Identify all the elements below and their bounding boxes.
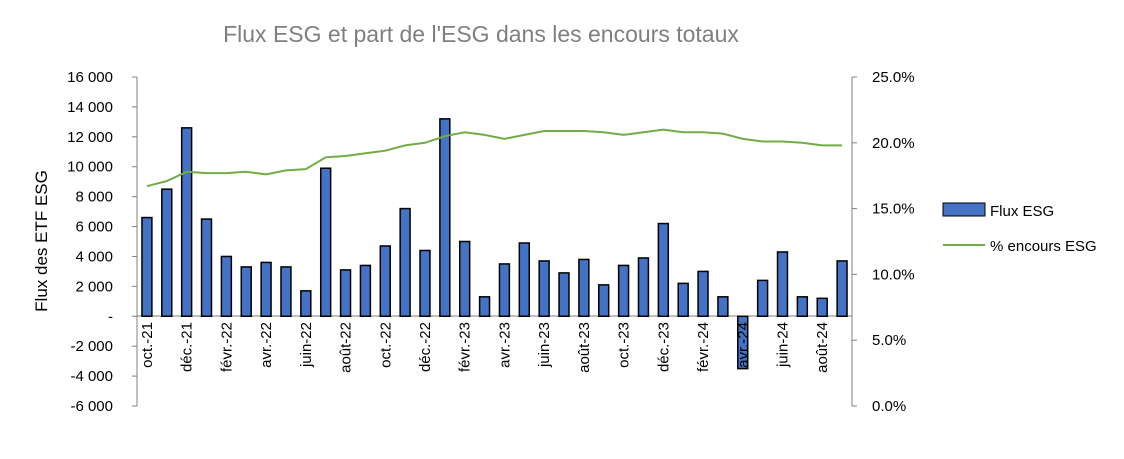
right-tick-label: 15.0% (872, 201, 915, 218)
bar-juin-22 (300, 290, 312, 318)
bar-janv.-23 (439, 118, 451, 318)
left-tick-label: 14 000 (67, 99, 113, 116)
x-tick-label: avr.-23 (496, 322, 513, 368)
x-tick-label: oct.-23 (616, 322, 633, 368)
left-tick-label: 10 000 (67, 159, 113, 176)
x-tick-label: déc.-21 (179, 322, 196, 372)
bar-juil.-22 (319, 167, 332, 318)
legend-label-encours-esg: % encours ESG (990, 238, 1097, 255)
bar-sept.-23 (598, 284, 610, 318)
x-tick-label: oct.-21 (139, 322, 156, 368)
x-tick-label: févr.-23 (457, 322, 474, 372)
legend-swatch-flux-esg (942, 202, 986, 217)
left-tick-label: 16 000 (67, 69, 113, 86)
bar-avr.-23 (498, 263, 511, 318)
left-tick-label: 4 000 (75, 248, 113, 265)
x-tick-label: août-24 (814, 322, 831, 373)
bar-mars-23 (478, 296, 491, 318)
bar-févr.-24 (697, 270, 709, 318)
right-axis-ticks: 0.0% 5.0% 10.0% 15.0% 20.0% 25.0% (852, 69, 915, 415)
plot-area (136, 77, 853, 406)
bar-juil.-24 (796, 296, 809, 318)
right-tick-label: 5.0% (872, 332, 906, 349)
bar-août-24 (816, 297, 828, 318)
right-tick-label: 10.0% (872, 266, 915, 283)
bar-févr.-23 (458, 240, 471, 318)
bar-mai-23 (518, 242, 531, 318)
x-tick-label: juin-23 (536, 322, 553, 368)
bar-mai-22 (280, 266, 292, 318)
line-encours-esg (146, 128, 843, 188)
x-tick-label: août-22 (338, 322, 355, 373)
x-axis-labels: oct.-21 déc.-21 févr.-22 avr.-22 juin-22 août… (139, 322, 831, 373)
bar-series (141, 118, 848, 370)
x-tick-label: déc.-23 (655, 322, 672, 372)
x-tick-label: août-23 (576, 322, 593, 373)
legend-label-flux-esg: Flux ESG (990, 203, 1054, 220)
left-tick-label: -6 000 (70, 398, 113, 415)
bar-avr.-22 (260, 261, 272, 318)
bar-nov.-21 (161, 188, 173, 318)
bar-août-22 (339, 269, 352, 318)
chart-title: Flux ESG et part de l'ESG dans les encou… (223, 21, 739, 47)
bar-avr.-24 (737, 315, 749, 370)
bar-oct.-23 (617, 264, 630, 318)
bar-mars-24 (717, 296, 729, 318)
bar-déc.-23 (657, 222, 670, 318)
bar-déc.-21 (180, 127, 193, 318)
left-tick-label: 6 000 (75, 219, 113, 236)
left-tick-label: -4 000 (70, 368, 113, 385)
bar-mai-24 (756, 279, 769, 318)
left-tick-label: 2 000 (75, 278, 113, 295)
line-series (146, 128, 843, 188)
x-tick-label: févr.-22 (218, 322, 235, 372)
bar-août-23 (578, 258, 590, 318)
x-tick-label: déc.-22 (417, 322, 434, 372)
y-axis-label: Flux des ETF ESG (32, 170, 51, 312)
bar-déc.-22 (419, 249, 431, 318)
x-tick-label: juin-22 (298, 322, 315, 368)
bar-janv.-24 (677, 282, 689, 318)
left-tick-label: 8 000 (75, 189, 113, 206)
right-tick-label: 0.0% (872, 398, 906, 415)
bar-juin-23 (538, 260, 550, 318)
x-tick-label: juin-24 (774, 322, 791, 368)
x-tick-label: févr.-24 (695, 322, 712, 372)
x-tick-label: avr.-22 (258, 322, 275, 368)
bar-sept.-24 (836, 260, 848, 318)
left-tick-label: - (108, 308, 113, 325)
bar-oct.-21 (141, 216, 153, 318)
left-tick-label: -2 000 (70, 338, 113, 355)
right-tick-label: 25.0% (872, 69, 915, 86)
left-tick-label: 12 000 (67, 129, 113, 146)
bar-janv.-22 (200, 218, 213, 318)
bar-juil.-23 (558, 272, 570, 318)
bar-juin-24 (776, 251, 789, 318)
bar-nov.-22 (399, 207, 411, 318)
bar-févr.-22 (220, 255, 233, 318)
legend: Flux ESG % encours ESG (942, 202, 1097, 255)
bar-mars-22 (240, 266, 252, 318)
x-tick-label: avr.-24 (735, 322, 752, 368)
bar-oct.-22 (379, 245, 391, 318)
right-tick-label: 20.0% (872, 135, 915, 152)
bar-sept.-22 (359, 264, 372, 318)
bar-nov.-23 (637, 257, 650, 318)
x-tick-label: oct.-22 (377, 322, 394, 368)
